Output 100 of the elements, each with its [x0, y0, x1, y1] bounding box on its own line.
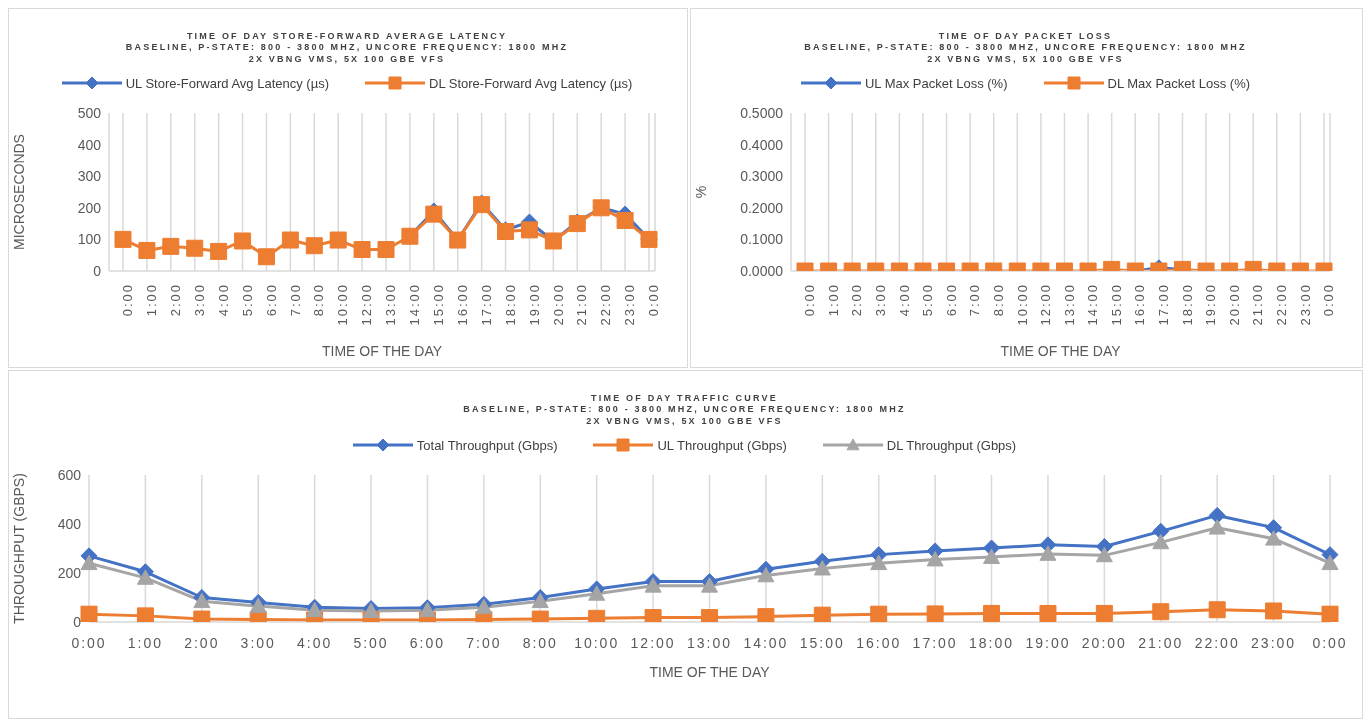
x-axis-title: TIME OF THE DAY — [1000, 343, 1122, 359]
point — [1321, 605, 1339, 622]
point — [114, 230, 132, 248]
point — [983, 604, 1001, 622]
point — [1208, 601, 1226, 619]
point — [136, 607, 154, 622]
legend-label: UL Throughput (Gbps) — [657, 437, 787, 453]
point — [249, 597, 267, 613]
x-tick-label: 2:00 — [184, 634, 220, 651]
x-tick-label: 0:00 — [1312, 634, 1348, 651]
y-tick-label: 400 — [57, 515, 82, 532]
chart-title: TIME OF DAY TRAFFIC CURVE — [590, 393, 779, 403]
y-tick-label: 0 — [93, 262, 102, 279]
x-tick-label: 7:00 — [466, 634, 502, 651]
x-tick-label: 17:00 — [478, 283, 494, 326]
x-tick-label: 4:00 — [297, 634, 333, 651]
point — [1321, 554, 1339, 571]
point — [136, 569, 154, 585]
y-tick-label: 400 — [77, 136, 102, 153]
x-tick-label: 10:00 — [574, 634, 620, 651]
x-tick-label: 18:00 — [1179, 283, 1195, 326]
x-tick-label: 23:00 — [622, 283, 638, 326]
point — [162, 237, 180, 255]
point — [377, 241, 395, 259]
x-tick-label: 14:00 — [743, 634, 789, 651]
x-tick-label: 7:00 — [967, 283, 983, 317]
x-tick-label: 14:00 — [407, 283, 423, 326]
point — [234, 232, 252, 250]
point — [616, 211, 634, 229]
x-tick-label: 22:00 — [1194, 634, 1240, 651]
y-axis-title: MICROSECONDS — [10, 134, 27, 250]
chart-subtitle: BASELINE, P-STATE: 800 - 3800 MHZ, UNCORE FREQUENCY: 1800 MHZ 2X VBNG VMS, 5X 100 GBE VFS — [462, 403, 907, 427]
point — [983, 548, 1001, 564]
x-tick-label: 20:00 — [1081, 634, 1127, 651]
x-tick-label: 17:00 — [1156, 283, 1172, 326]
x-tick-label: 23:00 — [1297, 283, 1313, 326]
chart-title: TIME OF DAY STORE-FORWARD AVERAGE LATENCY — [185, 31, 509, 41]
x-tick-label: 3:00 — [873, 283, 888, 317]
y-tick-label: 0.0000 — [740, 262, 784, 279]
x-tick-label: 22:00 — [598, 283, 614, 326]
chart-subtitle: BASELINE, P-STATE: 800 - 3800 MHZ, UNCORE FREQUENCY: 1800 MHZ 2X VBNG VMS, 5X 100 GBE VFS — [803, 41, 1248, 65]
point — [80, 554, 98, 571]
x-tick-label: 19:00 — [1025, 634, 1071, 651]
x-tick-label: 8:00 — [311, 283, 327, 317]
point — [588, 585, 606, 601]
y-tick-label: 0.1000 — [740, 231, 784, 248]
legend-label: DL Max Packet Loss (%) — [1107, 75, 1251, 91]
point — [1039, 604, 1057, 622]
x-tick-label: 1:00 — [144, 283, 160, 317]
legend-label: UL Store-Forward Avg Latency (µs) — [125, 75, 329, 91]
x-tick-label: 12:00 — [1038, 283, 1054, 326]
y-tick-label: 0.3000 — [740, 168, 784, 185]
x-tick-label: 6:00 — [263, 283, 279, 317]
y-tick-label: 0.4000 — [740, 136, 784, 153]
x-tick-label: 10:00 — [335, 283, 351, 326]
y-tick-label: 0.2000 — [740, 199, 784, 216]
x-tick-label: 18:00 — [969, 634, 1015, 651]
x-tick-label: 15:00 — [431, 283, 447, 326]
x-tick-label: 16:00 — [1132, 283, 1148, 326]
legend-label: Total Throughput (Gbps) — [416, 437, 558, 453]
x-tick-label: 1:00 — [127, 634, 164, 651]
y-tick-label: 200 — [57, 564, 82, 581]
x-tick-label: 3:00 — [240, 634, 276, 651]
x-tick-label: 21:00 — [574, 283, 590, 326]
x-tick-label: 0:00 — [646, 283, 662, 317]
x-tick-label: 5:00 — [353, 634, 389, 651]
y-tick-label: 500 — [77, 104, 102, 121]
point — [80, 605, 98, 622]
x-tick-label: 8:00 — [990, 283, 1006, 317]
point — [1152, 603, 1170, 621]
point — [1039, 545, 1057, 561]
x-tick-label: 13:00 — [1061, 283, 1077, 326]
point — [644, 577, 662, 593]
y-tick-label: 0.5000 — [740, 104, 784, 121]
x-tick-label: 17:00 — [912, 634, 958, 651]
x-tick-label: 12:00 — [630, 634, 676, 651]
y-tick-label: 100 — [77, 231, 102, 248]
point — [1265, 530, 1283, 546]
point — [353, 241, 371, 259]
x-tick-label: 0:00 — [802, 283, 818, 317]
y-axis-title: % — [692, 185, 709, 199]
x-tick-label: 20:00 — [550, 283, 566, 326]
x-tick-label: 19:00 — [1203, 283, 1219, 326]
point — [1208, 506, 1226, 524]
legend-label: UL Max Packet Loss (%) — [864, 75, 1008, 91]
point — [281, 231, 299, 249]
point — [813, 606, 831, 622]
x-tick-label: 2:00 — [849, 283, 865, 317]
x-tick-label: 13:00 — [383, 283, 399, 326]
x-tick-label: 6:00 — [943, 283, 959, 317]
point — [1208, 519, 1226, 535]
x-tick-label: 4:00 — [896, 283, 912, 317]
point — [813, 560, 831, 576]
point — [757, 608, 775, 622]
legend-label: DL Store-Forward Avg Latency (µs) — [429, 75, 633, 91]
point — [329, 231, 347, 249]
point — [520, 221, 538, 239]
y-tick-label: 300 — [77, 168, 102, 185]
point — [926, 605, 944, 622]
x-tick-label: 3:00 — [191, 283, 207, 317]
